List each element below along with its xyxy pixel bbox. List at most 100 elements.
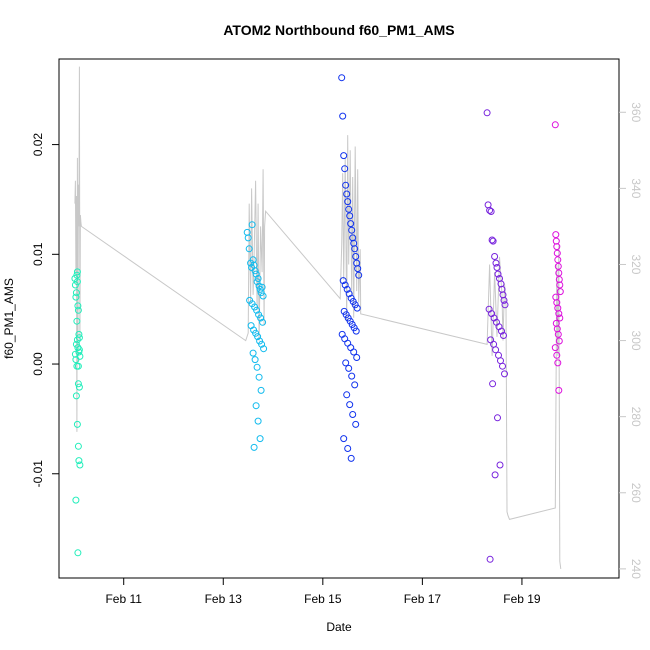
data-point — [345, 290, 353, 298]
data-point — [254, 417, 262, 425]
data-point — [73, 317, 81, 325]
point-series-0 — [71, 268, 84, 557]
point-series-1 — [243, 221, 268, 451]
point-series-4 — [551, 121, 564, 394]
data-point — [254, 275, 262, 282]
data-point — [341, 281, 349, 289]
data-point — [489, 380, 497, 388]
data-point — [72, 340, 80, 348]
data-point — [72, 356, 80, 364]
data-point — [501, 301, 509, 309]
data-point — [354, 265, 362, 273]
data-point — [552, 231, 560, 239]
data-point — [340, 152, 348, 160]
data-point — [346, 401, 354, 409]
data-point — [486, 555, 494, 563]
data-point — [343, 391, 351, 399]
data-point — [350, 348, 358, 356]
data-point — [260, 345, 268, 353]
data-point — [249, 349, 257, 357]
data-point — [251, 267, 259, 275]
data-point — [76, 461, 84, 469]
point-series-2 — [338, 74, 363, 462]
plot-frame — [58, 58, 620, 579]
data-point — [353, 354, 361, 361]
data-point — [347, 344, 355, 352]
data-point — [553, 243, 561, 251]
data-point — [259, 318, 267, 326]
y2-tick-label-6: 360 — [629, 102, 643, 122]
data-point — [73, 420, 81, 428]
data-point — [252, 402, 260, 410]
data-point — [72, 496, 80, 504]
y2-tick-label-1: 260 — [629, 483, 643, 503]
data-point — [74, 380, 82, 388]
data-point — [352, 253, 360, 260]
data-point — [554, 330, 562, 338]
chart-title: ATOM2 Northbound f60_PM1_AMS — [223, 22, 454, 38]
data-point — [75, 383, 83, 391]
y-tick-label-2: 0.01 — [31, 242, 45, 266]
data-point — [255, 282, 263, 290]
data-point — [244, 234, 252, 242]
data-point — [245, 245, 253, 253]
data-point — [256, 435, 264, 443]
data-point — [500, 332, 507, 339]
data-point — [346, 212, 354, 220]
data-point — [551, 344, 559, 352]
y-tick-label-0: -0.01 — [31, 460, 45, 488]
data-point — [74, 362, 82, 370]
data-point — [347, 454, 355, 462]
data-point — [340, 435, 348, 443]
data-point — [258, 340, 266, 348]
data-point — [259, 292, 267, 300]
y-tick-label-3: 0.02 — [31, 133, 45, 157]
line-layer — [74, 66, 562, 569]
right-axis-trace-line — [74, 66, 562, 569]
data-point — [491, 253, 499, 260]
data-point — [248, 221, 256, 229]
data-point — [72, 392, 80, 400]
data-point — [499, 362, 506, 370]
data-point — [347, 220, 355, 228]
data-point — [555, 310, 563, 318]
data-point — [339, 277, 347, 285]
data-point — [554, 262, 562, 270]
data-point — [555, 269, 563, 277]
data-point — [345, 364, 353, 372]
data-point — [73, 336, 81, 344]
data-point — [74, 302, 82, 310]
data-point — [349, 411, 357, 418]
data-point — [556, 314, 564, 322]
data-point — [553, 249, 561, 257]
data-point — [258, 283, 266, 291]
data-point — [486, 206, 494, 214]
x-tick-label-2: Feb 15 — [304, 592, 342, 606]
data-point — [338, 74, 346, 82]
y-axis-left: -0.01 0.00 0.01 0.02 — [31, 133, 59, 488]
data-point — [74, 549, 82, 557]
data-point — [253, 278, 261, 286]
data-point — [348, 372, 356, 380]
y2-tick-label-5: 340 — [629, 178, 643, 198]
data-point — [496, 461, 504, 469]
data-point — [351, 381, 359, 389]
data-point — [343, 285, 351, 293]
x-axis-label: Date — [326, 620, 352, 634]
data-point — [343, 190, 351, 198]
data-point — [351, 245, 359, 253]
data-point — [71, 350, 79, 358]
data-point — [344, 198, 352, 206]
data-point — [554, 256, 562, 264]
x-tick-label-0: Feb 11 — [105, 592, 142, 606]
data-point — [554, 359, 562, 367]
data-point — [556, 281, 564, 289]
data-point — [493, 264, 501, 271]
data-point — [494, 270, 502, 278]
x-tick-label-3: Feb 17 — [404, 592, 442, 606]
data-point — [553, 351, 561, 359]
y2-tick-label-4: 320 — [629, 254, 643, 274]
data-point — [555, 386, 563, 394]
data-point — [73, 271, 81, 279]
